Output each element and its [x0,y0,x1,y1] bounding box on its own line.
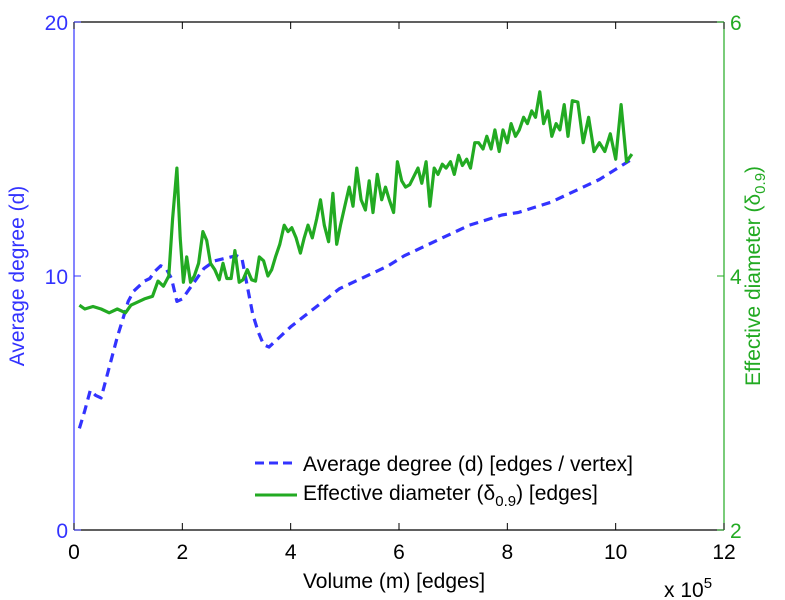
right-y-label-main: Effective diameter ( [742,206,765,387]
left-y-axis-label: Average degree (d) [6,186,29,367]
x-tick-label: 6 [393,541,405,564]
x-multiplier-base: x 10 [664,579,704,600]
right-y-label-delta: δ [742,194,765,206]
legend: Average degree (d) [edges / vertex] Effe… [255,453,633,510]
right-y-label-end: ) [742,166,765,173]
x-tick-label: 12 [712,541,735,564]
series-layer [79,92,632,429]
legend-diam-main: Effective diameter ( [303,482,484,505]
x-tick-label: 8 [501,541,513,564]
x-axis-label: Volume (m) [edges] [303,570,485,593]
left-y-tick-label: 10 [45,266,68,289]
series-line-average-degree [79,159,632,428]
legend-diam-end: ) [edges] [516,482,598,505]
right-y-tick-label: 2 [730,520,742,543]
x-axis-multiplier: x 105 [664,575,712,600]
right-y-tick-label: 4 [730,266,742,289]
left-y-tick-label: 0 [56,520,68,543]
right-y-axis-label: Effective diameter (δ0.9) [742,166,769,386]
legend-diam-delta: δ [484,482,496,505]
left-y-tick-label: 20 [45,12,68,35]
x-tick-label: 4 [285,541,297,564]
right-y-tick-label: 6 [730,12,742,35]
x-tick-label: 0 [68,541,80,564]
legend-label-average-degree: Average degree (d) [edges / vertex] [303,453,633,476]
legend-label-effective-diameter: Effective diameter (δ0.9) [edges] [303,482,598,510]
right-y-label-sub: 0.9 [752,173,769,194]
x-tick-label: 2 [176,541,188,564]
legend-diam-sub: 0.9 [495,493,516,510]
x-multiplier-exponent: 5 [704,575,712,592]
x-tick-label: 10 [604,541,627,564]
